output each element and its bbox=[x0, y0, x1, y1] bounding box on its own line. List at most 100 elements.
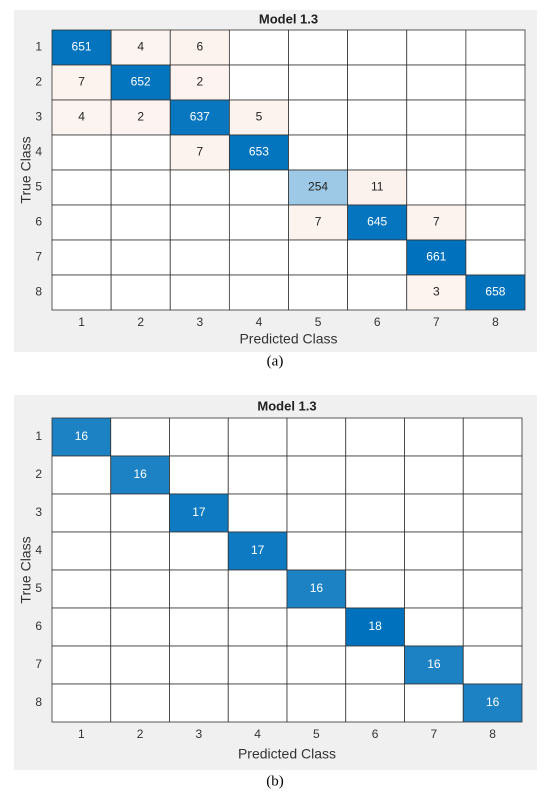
cell-value: 16 bbox=[133, 467, 147, 481]
empty-cell bbox=[288, 29, 349, 66]
cell-value: 254 bbox=[308, 180, 328, 194]
empty-cell bbox=[169, 569, 229, 609]
empty-cell bbox=[169, 683, 229, 723]
y-tick-label: 8 bbox=[35, 695, 42, 709]
cell-value: 16 bbox=[75, 429, 89, 443]
x-tick-label: 7 bbox=[433, 315, 440, 329]
cell-value: 16 bbox=[427, 657, 441, 671]
empty-cell bbox=[228, 204, 289, 241]
empty-cell bbox=[347, 64, 408, 101]
empty-cell bbox=[51, 607, 112, 647]
empty-cell bbox=[347, 134, 408, 171]
caption: (b) bbox=[266, 773, 284, 789]
cell-value: 2 bbox=[137, 110, 144, 124]
cell-value: 652 bbox=[131, 75, 151, 89]
chart-title: Model 1.3 bbox=[259, 11, 318, 26]
cell-value: 4 bbox=[78, 110, 85, 124]
empty-cell bbox=[227, 455, 288, 495]
cell bbox=[465, 274, 526, 311]
empty-cell bbox=[406, 134, 467, 171]
x-tick-label: 3 bbox=[196, 315, 203, 329]
y-tick-label: 6 bbox=[35, 619, 42, 633]
empty-cell bbox=[227, 683, 288, 723]
cell-value: 653 bbox=[249, 145, 269, 159]
empty-cell bbox=[51, 204, 112, 241]
x-tick-label: 1 bbox=[78, 727, 85, 741]
empty-cell bbox=[465, 134, 526, 171]
empty-cell bbox=[286, 607, 347, 647]
empty-cell bbox=[51, 645, 112, 685]
empty-cell bbox=[345, 683, 405, 723]
empty-cell bbox=[51, 274, 112, 311]
empty-cell bbox=[51, 134, 112, 171]
cell-value: 11 bbox=[371, 180, 384, 194]
y-tick-label: 1 bbox=[35, 40, 42, 54]
empty-cell bbox=[462, 455, 523, 495]
empty-cell bbox=[404, 417, 464, 457]
empty-cell bbox=[404, 455, 464, 495]
cell bbox=[110, 99, 171, 136]
y-tick-label: 7 bbox=[35, 250, 42, 264]
cell bbox=[169, 64, 230, 101]
cell-value: 661 bbox=[426, 250, 446, 264]
cell bbox=[462, 683, 523, 723]
empty-cell bbox=[110, 239, 171, 276]
empty-cell bbox=[288, 134, 349, 171]
x-tick-label: 2 bbox=[137, 727, 144, 741]
empty-cell bbox=[169, 455, 229, 495]
empty-cell bbox=[465, 239, 526, 276]
x-tick-label: 3 bbox=[196, 727, 203, 741]
empty-cell bbox=[110, 493, 170, 533]
x-tick-label: 5 bbox=[313, 727, 320, 741]
x-tick-label: 2 bbox=[137, 315, 144, 329]
x-tick-label: 8 bbox=[492, 315, 499, 329]
empty-cell bbox=[406, 169, 467, 206]
empty-cell bbox=[347, 29, 408, 66]
empty-cell bbox=[228, 169, 289, 206]
empty-cell bbox=[227, 645, 288, 685]
empty-cell bbox=[169, 204, 230, 241]
empty-cell bbox=[169, 645, 229, 685]
empty-cell bbox=[404, 683, 464, 723]
empty-cell bbox=[286, 683, 347, 723]
empty-cell bbox=[110, 417, 170, 457]
y-axis-label: True Class bbox=[18, 136, 34, 203]
cell-value: 16 bbox=[486, 695, 500, 709]
x-tick-label: 7 bbox=[431, 727, 438, 741]
empty-cell bbox=[404, 493, 464, 533]
y-tick-label: 2 bbox=[35, 75, 42, 89]
empty-cell bbox=[110, 274, 171, 311]
empty-cell bbox=[286, 645, 347, 685]
y-tick-label: 5 bbox=[35, 581, 42, 595]
empty-cell bbox=[110, 204, 171, 241]
y-axis-label: True Class bbox=[18, 536, 34, 603]
empty-cell bbox=[345, 645, 405, 685]
empty-cell bbox=[286, 417, 347, 457]
empty-cell bbox=[51, 455, 112, 495]
empty-cell bbox=[227, 417, 288, 457]
empty-cell bbox=[288, 64, 349, 101]
empty-cell bbox=[465, 64, 526, 101]
cell-value: 4 bbox=[137, 40, 144, 54]
empty-cell bbox=[406, 29, 467, 66]
empty-cell bbox=[286, 455, 347, 495]
cell bbox=[345, 607, 405, 647]
cell-value: 17 bbox=[251, 543, 265, 557]
empty-cell bbox=[404, 569, 464, 609]
x-tick-label: 1 bbox=[78, 315, 85, 329]
y-tick-label: 5 bbox=[35, 180, 42, 194]
y-tick-label: 7 bbox=[35, 657, 42, 671]
empty-cell bbox=[110, 607, 170, 647]
cell-value: 5 bbox=[256, 110, 263, 124]
x-tick-label: 4 bbox=[256, 315, 263, 329]
empty-cell bbox=[465, 169, 526, 206]
empty-cell bbox=[345, 493, 405, 533]
cell bbox=[51, 64, 112, 101]
cell-value: 651 bbox=[72, 40, 92, 54]
empty-cell bbox=[462, 531, 523, 571]
cell-value: 7 bbox=[315, 215, 322, 229]
empty-cell bbox=[345, 455, 405, 495]
cell-value: 18 bbox=[368, 619, 382, 633]
x-tick-label: 8 bbox=[489, 727, 496, 741]
